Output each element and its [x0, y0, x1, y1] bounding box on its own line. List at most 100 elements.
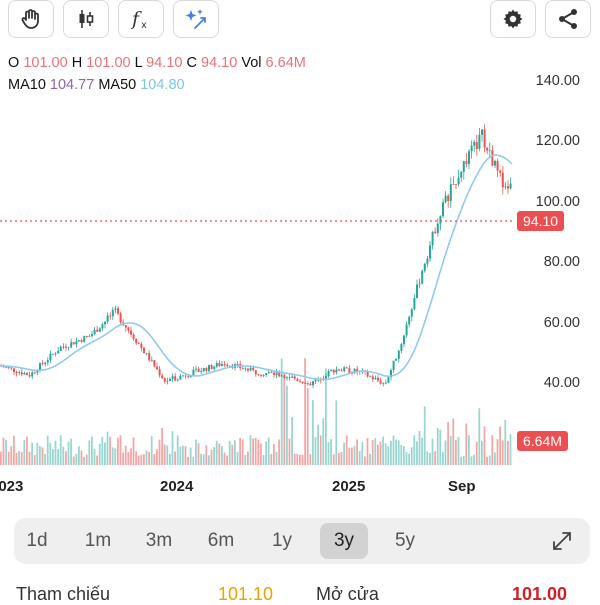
candle-body	[382, 382, 385, 384]
candle-body	[270, 372, 273, 373]
volume-bar	[447, 422, 449, 465]
range-3y[interactable]: 3y	[320, 523, 368, 559]
volume-bar	[171, 431, 174, 465]
candle-body	[293, 376, 296, 379]
volume-bar	[348, 447, 351, 465]
volume-bar	[306, 387, 309, 465]
candle-body	[169, 378, 171, 381]
candle-body	[335, 369, 338, 373]
candle-body	[254, 370, 257, 375]
candle-body	[260, 375, 262, 376]
candle-body	[156, 366, 158, 370]
candle-body	[119, 313, 122, 323]
open-value-bottom: 101.00	[512, 584, 568, 604]
volume-bar	[26, 436, 28, 465]
volume-bar	[335, 400, 338, 465]
volume-bar	[197, 443, 200, 465]
range-6m[interactable]: 6m	[207, 530, 235, 551]
volume-bar	[184, 446, 187, 465]
candle-body	[70, 342, 73, 348]
volume-bar	[340, 451, 343, 465]
candle-body	[296, 378, 299, 381]
candle-body	[93, 329, 96, 335]
draw-hand-button[interactable]	[8, 0, 54, 38]
candle-body	[143, 347, 145, 354]
volume-bar	[429, 452, 431, 465]
volume-bar	[153, 454, 156, 465]
candle-body	[228, 365, 231, 367]
volume-bar	[208, 455, 210, 465]
volume-bar	[189, 447, 192, 465]
volume-bar	[202, 454, 205, 465]
range-1d[interactable]: 1d	[26, 530, 48, 551]
candle-body	[244, 368, 247, 370]
volume-bar	[507, 440, 509, 465]
open-label: O	[8, 55, 20, 71]
candle-body	[57, 350, 60, 354]
price-chart[interactable]	[0, 0, 600, 475]
volume-bar	[218, 443, 221, 465]
candle-body	[62, 346, 65, 348]
share-icon	[559, 9, 577, 29]
volume-bar	[31, 442, 33, 465]
candle-body	[265, 373, 268, 375]
candle-body	[379, 380, 382, 384]
candle-body	[187, 376, 190, 378]
draw-hand-icon	[21, 9, 39, 29]
volume-bar	[301, 454, 304, 465]
y-tick-label: 40.00	[543, 375, 580, 391]
volume-bar	[145, 450, 148, 465]
volume-bar	[111, 447, 114, 465]
volume-bar	[358, 450, 361, 465]
candle-body	[85, 336, 88, 337]
volume-bar	[65, 451, 67, 465]
gear-icon	[503, 9, 523, 29]
candle-body	[491, 150, 494, 166]
volume-bar	[304, 358, 306, 465]
function-button[interactable]: f x	[118, 0, 164, 38]
candle-body	[475, 141, 478, 149]
volume-bar	[317, 424, 319, 465]
volume-bar	[174, 451, 176, 465]
range-1m[interactable]: 1m	[84, 530, 112, 551]
candle-body	[460, 171, 463, 178]
volume-bar	[496, 439, 499, 465]
range-3m[interactable]: 3m	[145, 530, 173, 551]
candlestick-button[interactable]	[63, 0, 109, 38]
volume-bar	[236, 451, 239, 465]
volume-bar	[265, 441, 267, 465]
volume-bar	[475, 441, 478, 465]
volume-bar	[434, 451, 436, 465]
range-selector	[14, 518, 590, 564]
volume-bar	[330, 439, 332, 465]
volume-bar	[143, 454, 145, 465]
volume-bar	[67, 441, 70, 465]
candle-body	[44, 362, 47, 364]
volume-bar	[483, 426, 486, 465]
range-1y[interactable]: 1y	[271, 530, 293, 551]
candle-body	[52, 353, 54, 355]
settings-button[interactable]	[490, 0, 536, 38]
candle-body	[325, 376, 327, 379]
range-5y[interactable]: 5y	[394, 530, 416, 551]
volume-bar	[241, 439, 244, 465]
volume-bar	[473, 454, 475, 465]
magic-button[interactable]	[173, 0, 219, 38]
volume-bar	[234, 440, 236, 465]
svg-text:x: x	[141, 20, 147, 31]
volume-bar	[109, 436, 111, 465]
volume-bar	[312, 400, 314, 465]
candle-body	[509, 183, 512, 189]
expand-button[interactable]	[538, 523, 586, 559]
volume-bar	[10, 446, 13, 465]
candle-body	[345, 367, 348, 369]
candle-body	[135, 338, 138, 344]
candle-body	[468, 151, 470, 164]
candle-body	[444, 195, 447, 203]
volume-bar	[364, 456, 366, 465]
candle-body	[501, 172, 504, 188]
volume-bar	[353, 445, 356, 465]
share-button[interactable]	[545, 0, 591, 38]
volume-bar	[369, 453, 371, 465]
candle-body	[33, 372, 36, 374]
